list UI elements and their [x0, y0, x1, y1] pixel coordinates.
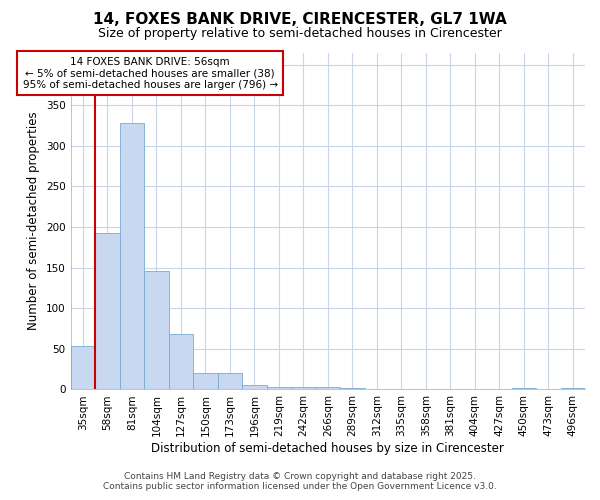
Y-axis label: Number of semi-detached properties: Number of semi-detached properties — [28, 112, 40, 330]
Bar — [242, 384, 266, 390]
Bar — [71, 346, 95, 390]
Text: 14 FOXES BANK DRIVE: 56sqm
← 5% of semi-detached houses are smaller (38)
95% of : 14 FOXES BANK DRIVE: 56sqm ← 5% of semi-… — [23, 56, 278, 90]
Bar — [291, 387, 316, 390]
Bar — [144, 271, 169, 390]
Bar — [95, 233, 119, 390]
Bar — [560, 388, 585, 390]
X-axis label: Distribution of semi-detached houses by size in Cirencester: Distribution of semi-detached houses by … — [151, 442, 504, 455]
Bar — [512, 388, 536, 390]
Bar — [193, 373, 218, 390]
Text: Size of property relative to semi-detached houses in Cirencester: Size of property relative to semi-detach… — [98, 28, 502, 40]
Bar — [119, 123, 144, 390]
Bar — [340, 388, 365, 390]
Bar — [266, 387, 291, 390]
Text: 14, FOXES BANK DRIVE, CIRENCESTER, GL7 1WA: 14, FOXES BANK DRIVE, CIRENCESTER, GL7 1… — [93, 12, 507, 28]
Bar — [218, 373, 242, 390]
Text: Contains HM Land Registry data © Crown copyright and database right 2025.
Contai: Contains HM Land Registry data © Crown c… — [103, 472, 497, 491]
Bar — [316, 387, 340, 390]
Bar — [169, 334, 193, 390]
